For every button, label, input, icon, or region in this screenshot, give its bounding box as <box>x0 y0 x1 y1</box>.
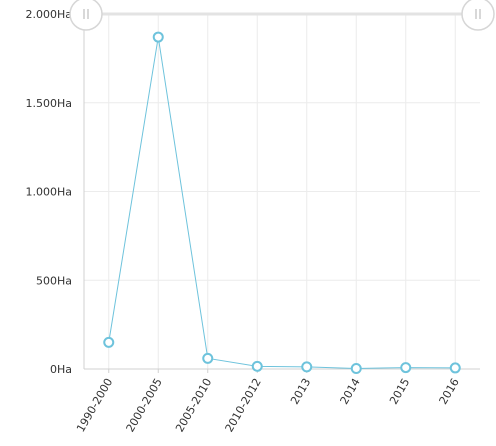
x-tick-label: 2013 <box>288 376 313 407</box>
axes <box>83 14 480 370</box>
data-point[interactable] <box>202 352 214 364</box>
x-tick-label: 1990-2000 <box>74 376 115 434</box>
y-axis-ticks: 0Ha 500Ha 1.000Ha 1.500Ha 2.000Ha <box>25 8 72 376</box>
scrollbar-end-handle[interactable] <box>461 0 495 31</box>
data-point[interactable] <box>152 31 164 43</box>
y-tick-label: 1.500Ha <box>25 97 72 110</box>
y-tick-label: 500Ha <box>36 274 72 287</box>
data-point[interactable] <box>103 336 115 348</box>
x-tick-label: 2005-2010 <box>173 376 214 434</box>
series-line <box>108 36 456 369</box>
y-tick-label: 2.000Ha <box>25 8 72 21</box>
data-point[interactable] <box>251 360 263 372</box>
x-tick-label: 2010-2012 <box>223 376 264 434</box>
handle-circle[interactable] <box>69 0 103 31</box>
x-tick-label: 2015 <box>387 376 412 407</box>
y-tick-label: 1.000Ha <box>25 186 72 199</box>
data-point[interactable] <box>400 362 412 374</box>
x-tick-label: 2016 <box>437 376 462 407</box>
scrollbar-start-handle[interactable] <box>69 0 103 31</box>
handle-circle[interactable] <box>461 0 495 31</box>
x-tick-label: 2014 <box>338 376 363 407</box>
drag-handle-icon <box>83 9 89 19</box>
grid <box>84 13 480 370</box>
data-point[interactable] <box>301 361 313 373</box>
scrollbar-track[interactable] <box>84 12 480 16</box>
drag-handle-icon <box>475 9 481 19</box>
x-tick-label: 2000-2005 <box>124 376 165 434</box>
y-tick-label: 0Ha <box>50 363 72 376</box>
x-axis-ticks: 1990-2000 2000-2005 2005-2010 2010-2012 2013… <box>74 369 462 434</box>
data-point[interactable] <box>350 362 362 374</box>
series-layer <box>103 31 461 374</box>
scrollbar[interactable] <box>69 0 495 31</box>
data-point[interactable] <box>449 362 461 374</box>
